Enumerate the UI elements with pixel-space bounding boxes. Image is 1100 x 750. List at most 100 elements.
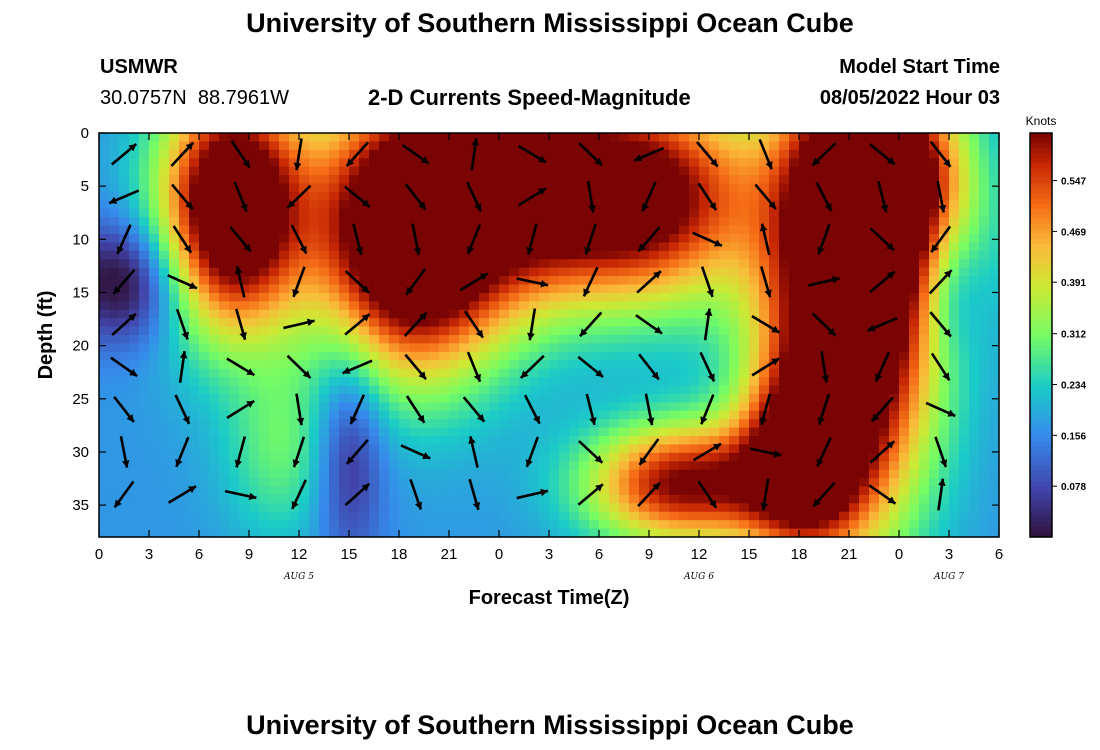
heatmap-cell <box>969 208 980 218</box>
heatmap-cell <box>179 318 190 328</box>
heatmap-cell <box>729 158 740 168</box>
heatmap-cell <box>749 511 760 521</box>
heatmap-cell <box>529 494 540 504</box>
heatmap-cell <box>199 520 210 530</box>
x-tick-label: 12 <box>691 546 708 563</box>
heatmap-cell <box>899 377 910 387</box>
heatmap-cell <box>959 393 970 403</box>
heatmap-cell <box>219 225 230 235</box>
heatmap-cell <box>919 377 930 387</box>
heatmap-cell <box>279 385 290 395</box>
heatmap-cell <box>169 309 180 319</box>
heatmap-cell <box>609 351 620 361</box>
heatmap-cell <box>319 385 330 395</box>
heatmap-cell <box>529 276 540 286</box>
heatmap-cell <box>639 511 650 521</box>
heatmap-cell <box>379 133 390 143</box>
heatmap-cell <box>659 242 670 252</box>
heatmap-cell <box>349 402 360 412</box>
colorbar-tick-label: 0.391 <box>1061 278 1086 289</box>
heatmap-cell <box>899 292 910 302</box>
heatmap-cell <box>959 208 970 218</box>
heatmap-cell <box>719 208 730 218</box>
heatmap-cell <box>569 528 580 538</box>
heatmap-cell <box>669 158 680 168</box>
heatmap-cell <box>839 427 850 437</box>
heatmap-cell <box>399 158 410 168</box>
heatmap-cell <box>459 452 470 462</box>
heatmap-cell <box>979 141 990 151</box>
heatmap-cell <box>329 402 340 412</box>
heatmap-cell <box>579 528 590 538</box>
heatmap-cell <box>389 200 400 210</box>
heatmap-cell <box>499 208 510 218</box>
heatmap-cell <box>249 444 260 454</box>
current-vector-head <box>532 415 540 424</box>
heatmap-cell <box>779 452 790 462</box>
heatmap-cell <box>759 520 770 530</box>
heatmap-cell <box>619 385 630 395</box>
heatmap-cell <box>149 242 160 252</box>
heatmap-cell <box>329 309 340 319</box>
heatmap-cell <box>579 183 590 193</box>
heatmap-cell <box>359 410 370 420</box>
heatmap-cell <box>339 318 350 328</box>
heatmap-cell <box>899 200 910 210</box>
heatmap-cell <box>509 452 520 462</box>
heatmap-cell <box>549 461 560 471</box>
colorbar-segment <box>1030 496 1052 503</box>
heatmap-cell <box>979 351 990 361</box>
heatmap-cell <box>979 419 990 429</box>
heatmap-cell <box>879 292 890 302</box>
current-vector-head <box>771 325 780 333</box>
heatmap-cell <box>879 141 890 151</box>
heatmap-cell <box>129 149 140 159</box>
heatmap-cell <box>399 452 410 462</box>
heatmap-cell <box>619 335 630 345</box>
heatmap-cell <box>419 276 430 286</box>
heatmap-cell <box>989 301 1000 311</box>
heatmap-cell <box>699 292 710 302</box>
heatmap-cell <box>549 276 560 286</box>
heatmap-cell <box>509 469 520 479</box>
heatmap-cell <box>369 444 380 454</box>
heatmap-cell <box>729 326 740 336</box>
heatmap-cell <box>309 234 320 244</box>
heatmap-cell <box>909 402 920 412</box>
heatmap-cell <box>309 183 320 193</box>
heatmap-cell <box>219 335 230 345</box>
heatmap-cell <box>409 267 420 277</box>
heatmap-cell <box>139 183 150 193</box>
heatmap-cell <box>939 191 950 201</box>
heatmap-cell <box>469 166 480 176</box>
heatmap-cell <box>819 393 830 403</box>
heatmap-cell <box>519 528 530 538</box>
heatmap-cell <box>659 166 670 176</box>
heatmap-cell <box>539 469 550 479</box>
heatmap-cell <box>499 242 510 252</box>
heatmap-cell <box>649 511 660 521</box>
heatmap-cell <box>249 503 260 513</box>
heatmap-cell <box>389 141 400 151</box>
heatmap-cell <box>139 351 150 361</box>
heatmap-cell <box>239 234 250 244</box>
heatmap-cell <box>309 478 320 488</box>
heatmap-cell <box>379 267 390 277</box>
heatmap-cell <box>909 326 920 336</box>
heatmap-cell <box>449 351 460 361</box>
heatmap-cell <box>419 183 430 193</box>
colorbar-segment <box>1030 239 1052 245</box>
heatmap-cell <box>599 250 610 260</box>
heatmap-cell <box>559 141 570 151</box>
heatmap-cell <box>919 335 930 345</box>
current-vector-head <box>109 196 118 204</box>
heatmap-cell <box>649 158 660 168</box>
heatmap-cell <box>519 250 530 260</box>
heatmap-cell <box>549 326 560 336</box>
heatmap-cell <box>909 242 920 252</box>
heatmap-cell <box>949 208 960 218</box>
heatmap-cell <box>739 292 750 302</box>
heatmap-cell <box>639 377 650 387</box>
heatmap-cell <box>759 436 770 446</box>
heatmap-cell <box>279 301 290 311</box>
